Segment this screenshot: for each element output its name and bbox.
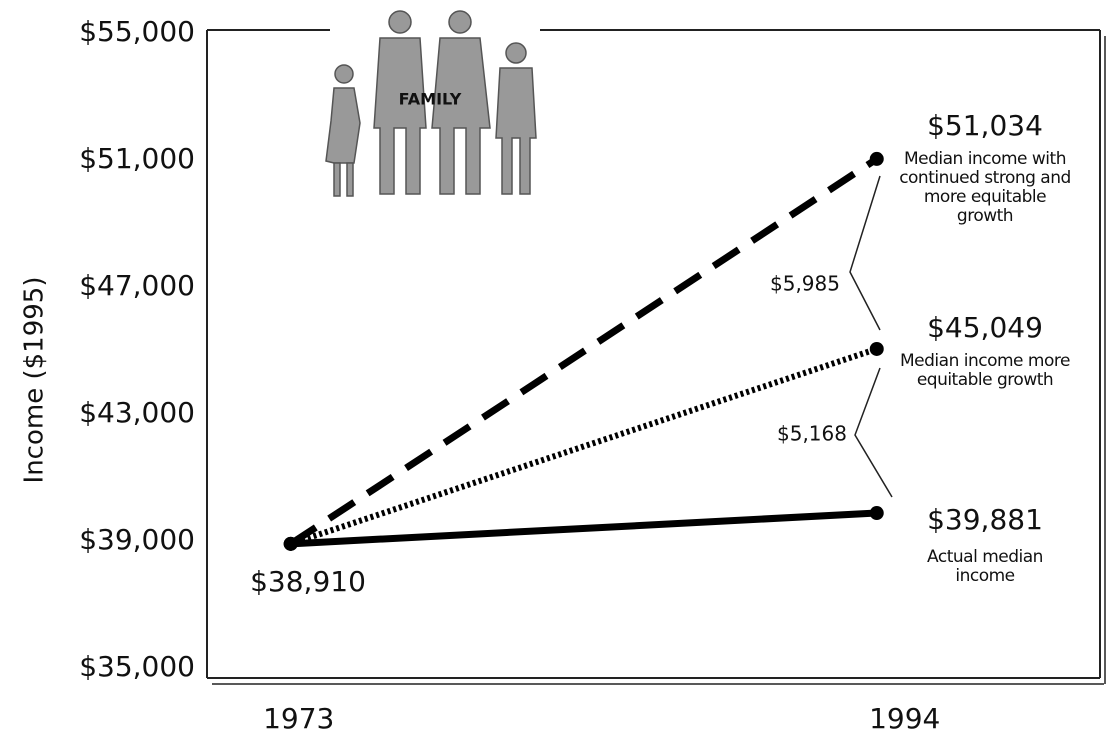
point <box>870 506 884 520</box>
point <box>870 342 884 356</box>
value-label: $45,049 <box>927 311 1043 344</box>
difference-brace <box>855 368 892 497</box>
point <box>284 537 298 551</box>
difference-label: $5,985 <box>770 272 840 296</box>
y-tick-label: $39,000 <box>79 523 195 556</box>
chart: FAMILY Income ($1995) $35,000 $39,000 $43,… <box>0 0 1111 736</box>
difference-label: $5,168 <box>777 422 847 446</box>
y-axis-label: Income ($1995) <box>20 277 50 484</box>
y-tick-label: $35,000 <box>79 650 195 683</box>
line <box>291 159 877 544</box>
y-tick-label: $43,000 <box>79 396 195 429</box>
value-label: $38,910 <box>250 565 366 598</box>
series-label-text: Median income more equitable growth <box>895 352 1075 390</box>
series-label: Median income with continued strong and … <box>895 150 1075 250</box>
value-label: $39,881 <box>927 503 1043 536</box>
series-label-text: Actual median income <box>895 548 1075 586</box>
image-text: FAMILY <box>399 90 462 109</box>
y-tick-label: $51,000 <box>79 142 195 175</box>
y-tick-label: $47,000 <box>79 269 195 302</box>
x-tick-label: 1994 <box>869 702 940 735</box>
series-label: Actual median income <box>895 548 1075 648</box>
difference-brace <box>850 176 880 330</box>
y-tick-label: $55,000 <box>79 15 195 48</box>
x-tick-label: 1973 <box>263 702 334 735</box>
value-label: $51,034 <box>927 109 1043 142</box>
series-label: Median income more equitable growth <box>895 352 1075 452</box>
series-label-text: Median income with continued strong and … <box>895 150 1075 226</box>
point <box>870 152 884 166</box>
